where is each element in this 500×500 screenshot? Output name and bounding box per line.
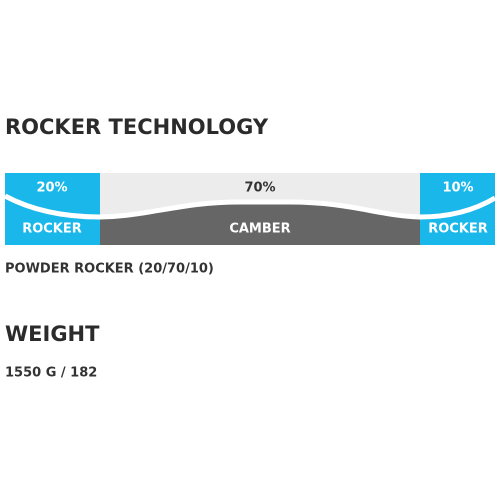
rocker-zone bbox=[420, 173, 495, 245]
segment-label: ROCKER bbox=[428, 222, 488, 237]
camber-shape bbox=[100, 204, 420, 245]
rocker-profile: 20% 70% 10% ROCKER CAMBER ROCKER bbox=[3, 173, 497, 245]
segment-label: ROCKER bbox=[22, 222, 82, 237]
rocker-zone bbox=[5, 173, 100, 245]
segment-percent: 20% bbox=[36, 181, 67, 196]
section-title: ROCKER TECHNOLOGY bbox=[5, 115, 269, 139]
weight-value: 1550 G / 182 bbox=[5, 366, 97, 381]
profile-caption: POWDER ROCKER (20/70/10) bbox=[5, 262, 214, 277]
section-title: WEIGHT bbox=[5, 322, 100, 346]
segment-label: CAMBER bbox=[229, 222, 290, 237]
ski-profile-line bbox=[3, 193, 497, 220]
segment-percent: 70% bbox=[244, 181, 275, 196]
segment-percent: 10% bbox=[442, 181, 473, 196]
